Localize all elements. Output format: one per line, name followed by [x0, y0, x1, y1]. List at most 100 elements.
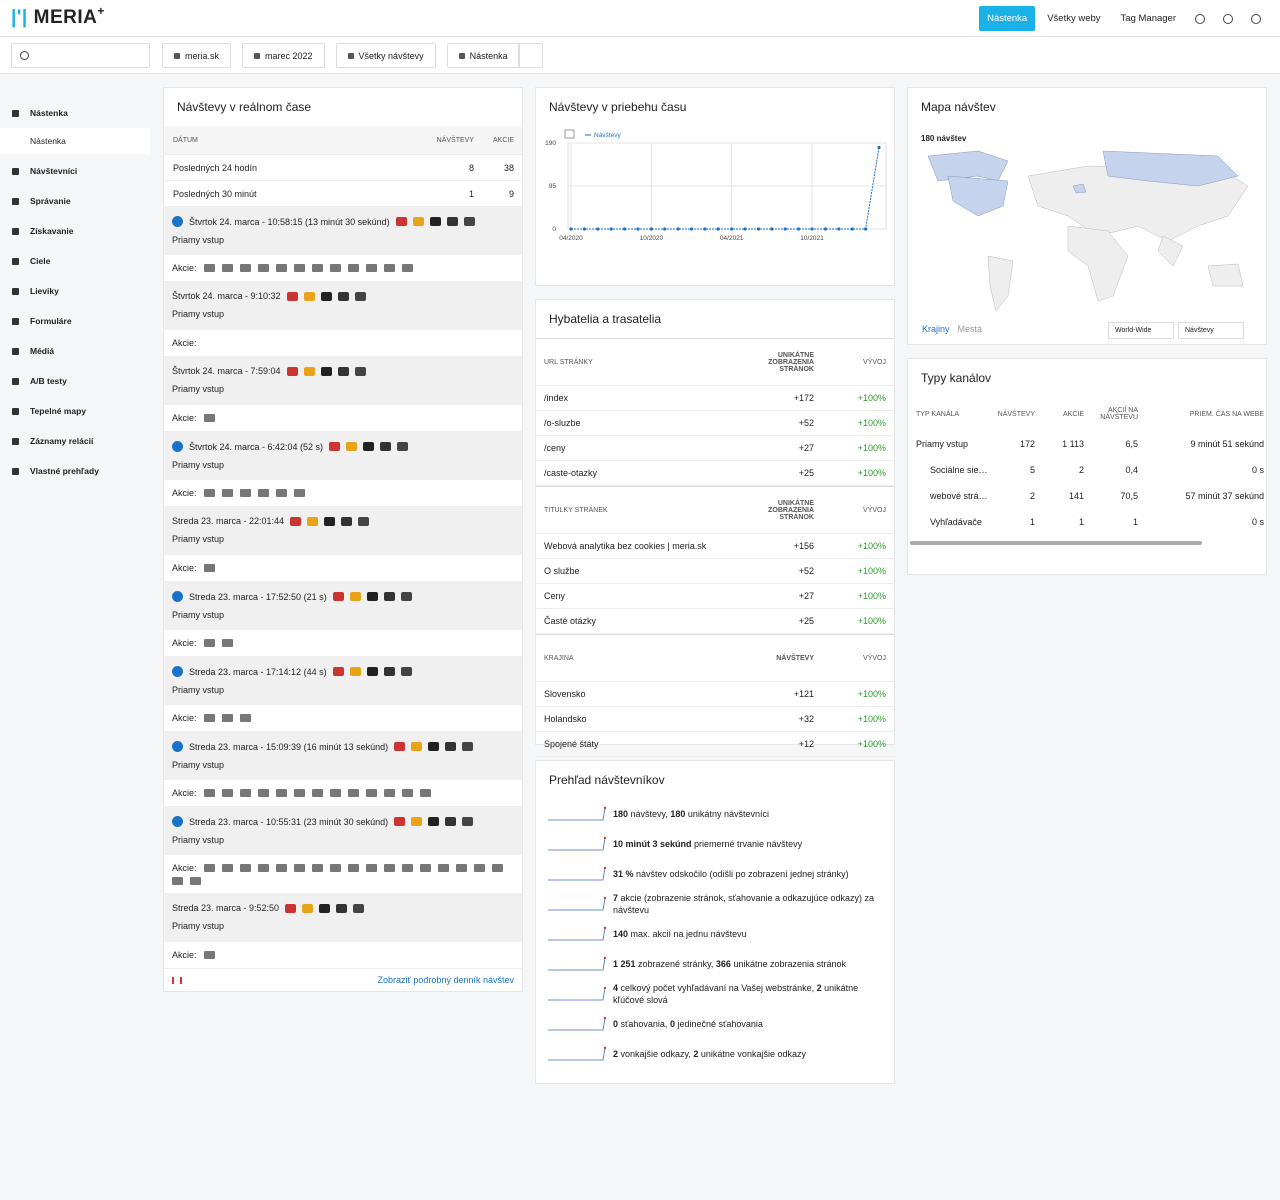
action-icon[interactable] — [293, 864, 305, 872]
action-icon[interactable] — [239, 864, 251, 872]
menu-item[interactable]: Vlastné prehľady — [0, 456, 150, 486]
nav-icon[interactable] — [1195, 13, 1205, 24]
menu-item[interactable]: Návštevníci — [0, 156, 150, 186]
action-icon[interactable] — [221, 489, 233, 497]
action-icon[interactable] — [221, 714, 233, 722]
action-icon[interactable] — [257, 264, 269, 272]
search-box[interactable] — [11, 43, 150, 68]
action-icon[interactable] — [347, 264, 359, 272]
action-icon[interactable] — [437, 864, 449, 872]
action-icon[interactable] — [257, 489, 269, 497]
action-icon[interactable] — [275, 864, 287, 872]
menu-item[interactable]: Získavanie — [0, 216, 150, 246]
scrollbar[interactable] — [910, 541, 1202, 545]
menu-item[interactable]: Lieviky — [0, 276, 150, 306]
action-icon[interactable] — [311, 789, 323, 797]
menu-item[interactable]: Záznamy relácií — [0, 426, 150, 456]
tab[interactable]: Mestá — [957, 324, 983, 334]
play-icon[interactable] — [172, 591, 183, 602]
action-icon[interactable] — [239, 489, 251, 497]
action-icon[interactable] — [419, 789, 431, 797]
action-icon[interactable] — [401, 264, 413, 272]
action-icon[interactable] — [293, 264, 305, 272]
action-icon[interactable] — [239, 714, 251, 722]
action-icon[interactable] — [347, 864, 359, 872]
action-icon[interactable] — [365, 789, 377, 797]
action-icon[interactable] — [203, 864, 215, 872]
action-icon[interactable] — [203, 564, 215, 572]
action-icon[interactable] — [221, 864, 233, 872]
action-icon[interactable] — [347, 789, 359, 797]
nav-icon[interactable] — [1251, 13, 1261, 24]
action-icon[interactable] — [329, 864, 341, 872]
action-icon[interactable] — [383, 789, 395, 797]
action-icon[interactable] — [275, 789, 287, 797]
nav-item[interactable]: Nástenka — [979, 6, 1036, 31]
filter[interactable]: marec 2022 — [242, 43, 325, 68]
action-icon[interactable] — [203, 789, 215, 797]
log-link[interactable]: Zobraziť podrobný denník návštev — [377, 975, 514, 985]
action-icon[interactable] — [221, 789, 233, 797]
action-icon[interactable] — [203, 951, 215, 959]
y-tick-label: 190 — [545, 140, 556, 147]
menu-item[interactable]: Ciele — [0, 246, 150, 276]
filter[interactable]: Nástenka — [446, 43, 520, 68]
action-icon[interactable] — [293, 789, 305, 797]
play-icon[interactable] — [172, 216, 183, 227]
action-icon[interactable] — [257, 864, 269, 872]
action-icon[interactable] — [203, 489, 215, 497]
action-icon[interactable] — [365, 264, 377, 272]
action-icon[interactable] — [383, 864, 395, 872]
action-icon[interactable] — [239, 264, 251, 272]
logo[interactable]: |'| MERIA + — [11, 4, 105, 28]
action-icon[interactable] — [172, 877, 183, 885]
action-icon[interactable] — [221, 639, 233, 647]
action-icon[interactable] — [203, 264, 215, 272]
play-icon[interactable] — [172, 816, 183, 827]
action-icon[interactable] — [365, 864, 377, 872]
action-icon[interactable] — [203, 414, 215, 422]
menu-subitem[interactable]: Nástenka — [0, 128, 150, 154]
nav-item[interactable]: Tag Manager — [1120, 13, 1176, 24]
collapse-button[interactable] — [518, 43, 543, 68]
action-icon[interactable] — [239, 789, 251, 797]
action-icon[interactable] — [275, 489, 287, 497]
action-icon[interactable] — [329, 264, 341, 272]
nav-icon[interactable] — [1223, 13, 1233, 24]
play-icon[interactable] — [172, 441, 183, 452]
action-icon[interactable] — [275, 264, 287, 272]
action-icon[interactable] — [401, 789, 413, 797]
action-icon[interactable] — [311, 864, 323, 872]
action-icon[interactable] — [401, 864, 413, 872]
filter[interactable]: Všetky návštevy — [335, 43, 436, 68]
sparkline-line — [548, 987, 606, 1001]
select[interactable]: World-Wide — [1108, 322, 1174, 339]
play-icon[interactable] — [172, 741, 183, 752]
action-icon[interactable] — [491, 864, 503, 872]
menu-item[interactable]: Správanie — [0, 186, 150, 216]
action-icon[interactable] — [383, 264, 395, 272]
menu-item[interactable]: Formuláre — [0, 306, 150, 336]
menu-item[interactable]: Nástenka — [0, 98, 150, 128]
action-icon[interactable] — [473, 864, 485, 872]
menu-item[interactable]: Tepelné mapy — [0, 396, 150, 426]
action-icon[interactable] — [455, 864, 467, 872]
menu-item[interactable]: Médiá — [0, 336, 150, 366]
action-icon[interactable] — [203, 639, 215, 647]
nav-item[interactable]: Všetky weby — [1047, 13, 1101, 24]
action-icon[interactable] — [419, 864, 431, 872]
action-icon[interactable] — [203, 714, 215, 722]
action-icon[interactable] — [257, 789, 269, 797]
actions: Akcie: — [164, 630, 522, 657]
tab[interactable]: Krajiny — [922, 324, 950, 334]
action-icon[interactable] — [293, 489, 305, 497]
play-icon[interactable] — [172, 666, 183, 677]
action-icon[interactable] — [311, 264, 323, 272]
cell: Posledných 24 hodín — [173, 162, 258, 173]
action-icon[interactable] — [221, 264, 233, 272]
action-icon[interactable] — [329, 789, 341, 797]
menu-item[interactable]: A/B testy — [0, 366, 150, 396]
select[interactable]: Návštevy — [1178, 322, 1244, 339]
filter[interactable]: meria.sk — [162, 43, 232, 68]
action-icon[interactable] — [190, 877, 201, 885]
